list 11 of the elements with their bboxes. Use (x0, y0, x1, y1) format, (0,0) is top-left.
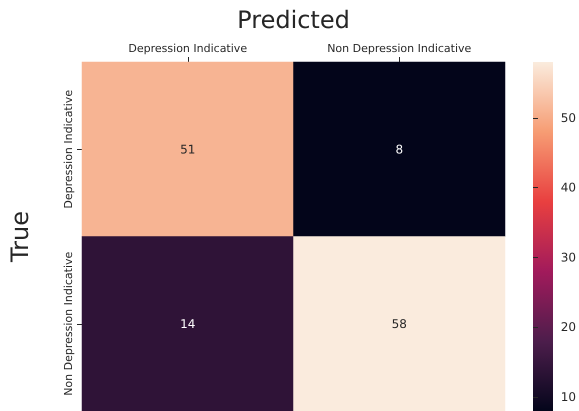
color-bar-label: 40 (560, 180, 576, 195)
color-bar-label: 10 (560, 390, 576, 404)
data-label: 14 (180, 316, 196, 331)
data-label: 51 (180, 142, 196, 156)
data-label: 8 (395, 142, 404, 156)
color-bar-label: 30 (560, 250, 576, 264)
x-axis-title: Predicted (237, 6, 350, 34)
y-axis-title: True (6, 211, 34, 263)
color-bar-label: 20 (560, 320, 576, 334)
data-label: 58 (392, 316, 407, 331)
color-bar-label: 50 (560, 110, 576, 125)
